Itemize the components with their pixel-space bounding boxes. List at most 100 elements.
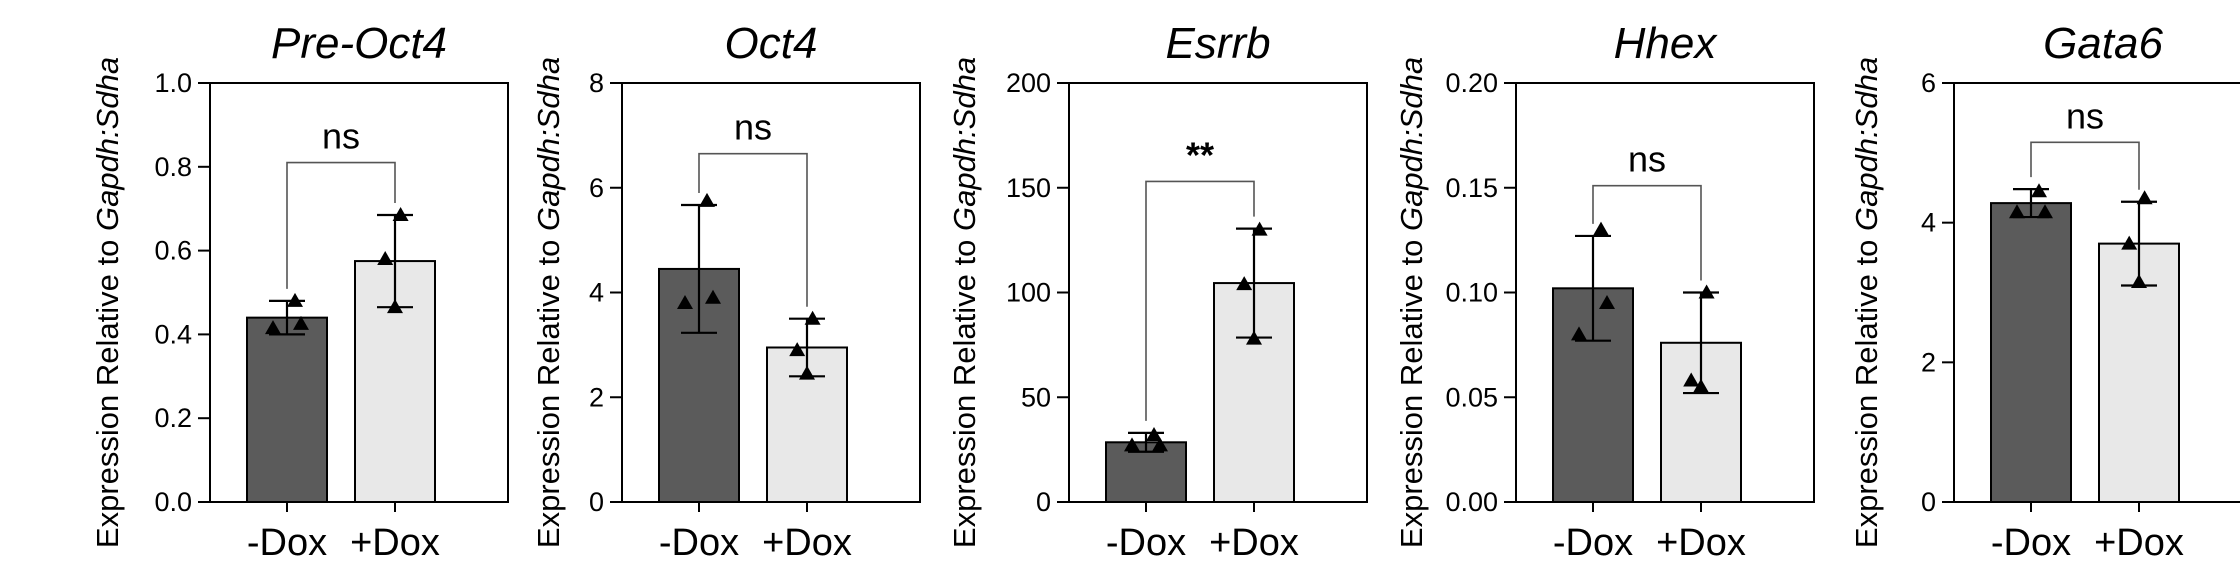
error-bar	[1575, 234, 1611, 342]
y-axis-label-prefix: Expression Relative to	[531, 231, 566, 548]
panel-5: Gata6 Expression Relative to Gapdh:Sdha 0 2…	[1849, 19, 2240, 564]
data-point	[2009, 204, 2025, 219]
panel-title: Oct4	[725, 19, 818, 68]
category-label: -Dox	[1106, 522, 1186, 564]
y-tick-label: 0.2	[154, 403, 192, 433]
data-point	[2121, 235, 2138, 250]
y-tick-label: 0	[589, 487, 604, 517]
y-axis-label-italic: Gapdh:Sdha	[90, 57, 125, 231]
category-label: +Dox	[1656, 522, 1746, 564]
data-point	[392, 206, 409, 221]
y-axis-label-italic: Gapdh:Sdha	[531, 57, 566, 231]
plot-frame	[1068, 82, 1368, 503]
data-point	[1124, 437, 1140, 452]
data-point	[2037, 204, 2053, 219]
y-tick-label: 8	[589, 68, 604, 98]
y-tick-label: 1.0	[154, 68, 192, 98]
plot-frame	[1515, 82, 1815, 503]
category-label: +Dox	[1209, 522, 1299, 564]
y-tick-label: 200	[1006, 68, 1051, 98]
significance-label: ns	[322, 116, 360, 157]
y-tick-label: 0.10	[1445, 278, 1498, 308]
y-tick-label: 0.20	[1445, 68, 1498, 98]
y-tick-label: 2	[1921, 347, 1936, 377]
y-tick-label: 0.0	[154, 487, 192, 517]
data-point	[1693, 378, 1709, 393]
y-axis-label-italic: Gapdh:Sdha	[1394, 57, 1429, 231]
data-point	[377, 250, 394, 265]
significance-label: ns	[2066, 95, 2104, 136]
y-tick-label: 0.6	[154, 236, 192, 266]
y-axis-label-italic: Gapdh:Sdha	[1849, 57, 1884, 231]
y-axis-label: Expression Relative to Gapdh:Sdha	[531, 57, 566, 548]
data-point	[2136, 190, 2153, 205]
y-tick-label: 150	[1006, 173, 1051, 203]
data-point	[2031, 183, 2047, 198]
category-label: +Dox	[762, 522, 852, 564]
data-point	[265, 320, 281, 335]
data-point	[387, 299, 403, 314]
y-axis-label: Expression Relative to Gapdh:Sdha	[1849, 57, 1884, 548]
y-axis-label-prefix: Expression Relative to	[90, 231, 125, 548]
bar-minus-dox	[246, 316, 328, 504]
y-axis-label: Expression Relative to Gapdh:Sdha	[947, 57, 982, 548]
panel-2: Oct4 Expression Relative to Gapdh:Sdha 0 2 4…	[531, 19, 921, 564]
category-label: -Dox	[659, 522, 739, 564]
data-point	[1152, 437, 1168, 452]
y-tick-label: 2	[589, 382, 604, 412]
significance-bracket	[286, 161, 396, 289]
y-tick-label: 0	[1036, 487, 1051, 517]
category-label: +Dox	[350, 522, 440, 564]
category-label: -Dox	[1991, 522, 2071, 564]
data-point	[804, 310, 821, 325]
data-point	[1251, 221, 1268, 236]
data-point	[1593, 221, 1609, 236]
data-point	[1571, 326, 1587, 341]
significance-bracket	[1592, 184, 1702, 281]
category-label: +Dox	[2094, 522, 2184, 564]
panel-1: Pre-Oct4 Expression Relative to Gapdh:Sdh…	[90, 19, 509, 564]
data-point	[1246, 330, 1262, 345]
panel-3: Esrrb Expression Relative to Gapdh:Sdha 0 5…	[947, 19, 1368, 564]
plot-frame	[209, 82, 509, 503]
data-point	[287, 292, 303, 307]
y-tick-label: 0.05	[1445, 382, 1498, 412]
bar-minus-dox	[1105, 441, 1187, 504]
significance-bracket	[1145, 180, 1255, 421]
data-point	[677, 294, 693, 309]
y-tick-label: 0.8	[154, 152, 192, 182]
panel-title: Esrrb	[1165, 19, 1270, 68]
significance-label: ns	[1628, 139, 1666, 180]
data-point	[799, 365, 815, 380]
data-point	[789, 342, 806, 357]
data-point	[1146, 426, 1162, 441]
y-tick-label: 6	[1921, 68, 1936, 98]
significance-label: ns	[734, 107, 772, 148]
y-axis-label-prefix: Expression Relative to	[947, 231, 982, 548]
data-point	[1698, 284, 1715, 299]
data-point	[699, 192, 715, 207]
y-axis-label: Expression Relative to Gapdh:Sdha	[90, 57, 125, 548]
panel-4: Hhex Expression Relative to Gapdh:Sdha 0.0…	[1394, 19, 1815, 564]
y-tick-label: 0.15	[1445, 173, 1498, 203]
y-tick-label: 6	[589, 173, 604, 203]
data-point	[1599, 294, 1615, 309]
data-point	[2131, 274, 2147, 289]
data-point	[705, 289, 721, 304]
panel-title: Pre-Oct4	[271, 19, 447, 68]
data-point	[293, 315, 309, 330]
bar-minus-dox	[1990, 202, 2072, 503]
y-axis-label-italic: Gapdh:Sdha	[947, 57, 982, 231]
data-point	[1236, 276, 1253, 291]
error-bar	[1683, 291, 1719, 395]
significance-label: **	[1186, 134, 1214, 175]
y-tick-label: 0.4	[154, 319, 192, 349]
panel-title: Gata6	[2043, 19, 2163, 68]
significance-bracket	[698, 152, 808, 307]
y-tick-label: 4	[589, 278, 604, 308]
y-axis-label-prefix: Expression Relative to	[1394, 231, 1429, 548]
y-axis-label-prefix: Expression Relative to	[1849, 231, 1884, 548]
y-tick-label: 0	[1921, 487, 1936, 517]
panel-title: Hhex	[1614, 19, 1719, 68]
